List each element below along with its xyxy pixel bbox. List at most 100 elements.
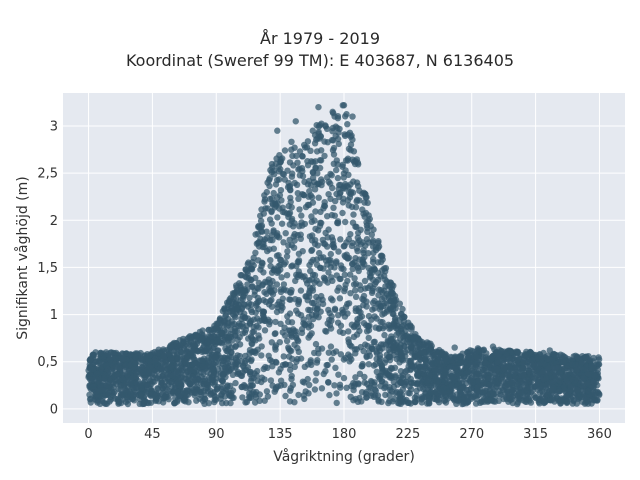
- data-point: [273, 359, 280, 366]
- data-point: [248, 308, 256, 316]
- data-point: [360, 320, 368, 327]
- data-point: [494, 359, 501, 366]
- data-point: [312, 377, 319, 384]
- data-point: [86, 376, 94, 383]
- data-point: [341, 271, 348, 278]
- data-point: [131, 360, 139, 368]
- data-point: [361, 277, 369, 285]
- data-point: [337, 236, 344, 243]
- data-point: [406, 383, 413, 390]
- data-point: [233, 282, 240, 289]
- data-point: [328, 211, 336, 219]
- data-point: [415, 349, 422, 356]
- data-point: [185, 334, 192, 341]
- data-point: [382, 283, 389, 290]
- data-point: [307, 147, 314, 154]
- data-point: [398, 379, 405, 387]
- data-point: [267, 287, 274, 294]
- data-point: [339, 209, 346, 217]
- data-point: [526, 368, 533, 375]
- data-point: [284, 313, 291, 320]
- data-point: [363, 303, 370, 310]
- data-point: [327, 325, 335, 332]
- y-tick-label: 3: [50, 120, 58, 135]
- data-point: [305, 306, 312, 313]
- data-point: [378, 304, 385, 311]
- data-point: [378, 378, 386, 385]
- data-point: [242, 326, 250, 334]
- data-point: [236, 334, 243, 341]
- data-point: [333, 190, 340, 198]
- data-point: [352, 350, 359, 357]
- data-point: [579, 388, 586, 395]
- data-point: [292, 277, 299, 285]
- data-point: [212, 351, 220, 359]
- data-point: [167, 364, 175, 371]
- data-point: [342, 113, 349, 120]
- data-point: [347, 271, 354, 278]
- data-point: [307, 322, 315, 329]
- data-point: [402, 327, 409, 335]
- data-point: [333, 399, 340, 407]
- data-point: [181, 396, 188, 403]
- data-point: [328, 274, 335, 281]
- data-point: [222, 312, 229, 320]
- data-point: [293, 181, 301, 188]
- data-point: [347, 290, 354, 297]
- data-point: [564, 398, 571, 405]
- data-point: [365, 212, 372, 219]
- x-tick-label: 0: [84, 427, 92, 442]
- data-point: [397, 345, 404, 352]
- data-point: [352, 374, 359, 381]
- data-point: [306, 381, 313, 389]
- data-point: [567, 383, 574, 391]
- y-axis-ticks: 0 0,5 1 1,5 2 2,5 3: [37, 120, 58, 418]
- data-point: [197, 386, 205, 393]
- data-point: [337, 384, 344, 391]
- data-point: [183, 375, 190, 382]
- data-point: [111, 388, 118, 396]
- data-point: [239, 286, 246, 293]
- data-point: [334, 135, 342, 143]
- y-tick-label: 0,5: [37, 355, 58, 370]
- x-tick-label: 135: [268, 427, 293, 442]
- data-point: [335, 140, 342, 148]
- data-point: [399, 398, 407, 405]
- data-point: [219, 378, 226, 385]
- data-point: [328, 313, 335, 320]
- data-point: [385, 353, 392, 361]
- data-point: [419, 367, 427, 374]
- data-point: [378, 363, 386, 371]
- data-point: [520, 356, 527, 364]
- data-point: [229, 311, 237, 318]
- data-point: [318, 345, 326, 352]
- data-point: [370, 226, 377, 233]
- data-point: [320, 265, 327, 272]
- x-tick-label: 270: [459, 427, 484, 442]
- data-point: [574, 353, 581, 360]
- data-point: [163, 386, 170, 393]
- data-point: [238, 304, 246, 312]
- data-point: [480, 395, 488, 403]
- data-point: [325, 306, 332, 314]
- data-point: [256, 335, 263, 342]
- data-point: [124, 400, 132, 408]
- data-point: [519, 364, 526, 372]
- data-point: [248, 340, 255, 347]
- data-point: [238, 272, 245, 279]
- data-point: [514, 400, 521, 408]
- data-point: [388, 289, 396, 296]
- data-point: [452, 365, 459, 372]
- data-point: [347, 231, 354, 238]
- data-point: [392, 325, 400, 332]
- data-point: [97, 383, 105, 390]
- data-point: [174, 355, 182, 362]
- data-point: [374, 269, 382, 276]
- data-point: [386, 325, 393, 332]
- data-point: [157, 382, 165, 389]
- data-point: [257, 266, 264, 273]
- data-point: [344, 157, 351, 164]
- data-point: [252, 249, 259, 256]
- data-point: [186, 367, 194, 374]
- data-point: [120, 355, 127, 363]
